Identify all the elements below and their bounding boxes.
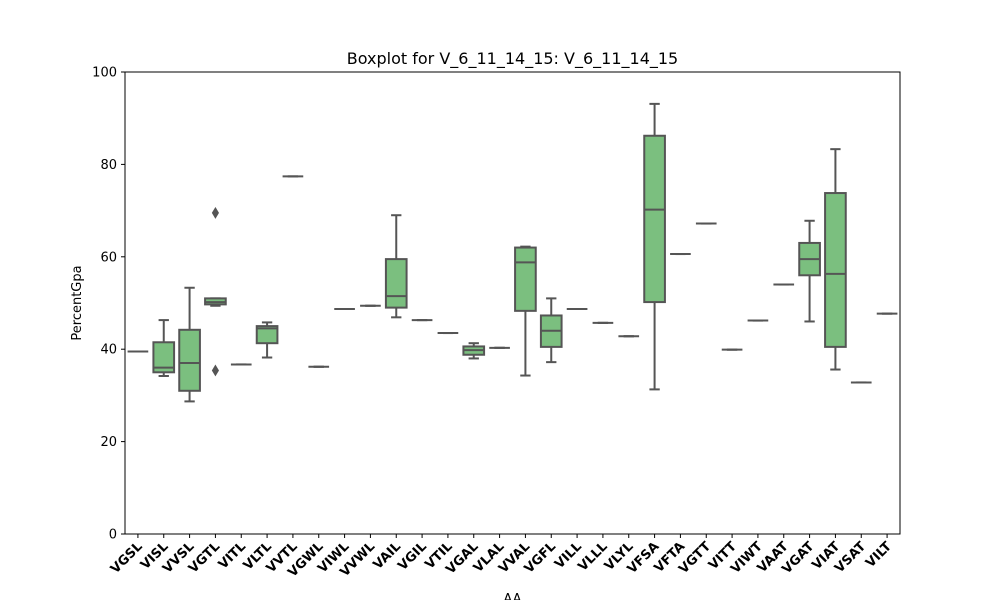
- box-iqr: [152, 341, 176, 374]
- box-vfsa: [643, 102, 666, 391]
- box-viat: [824, 148, 847, 371]
- box-iqr: [384, 258, 408, 309]
- x-tick-label: VGSL: [108, 539, 146, 577]
- y-tick-label: 80: [100, 158, 117, 173]
- y-tick-label: 20: [100, 435, 117, 450]
- box-vail: [384, 214, 408, 319]
- x-tick-label: VGIL: [395, 539, 430, 574]
- y-tick-label: 100: [92, 66, 117, 81]
- outlier-point: [211, 364, 219, 377]
- y-axis-title: PercentGpa: [70, 265, 85, 340]
- y-tick-label: 0: [109, 528, 117, 543]
- box-vltl: [255, 321, 279, 359]
- box-iqr: [643, 134, 666, 304]
- box-iqr: [178, 328, 201, 392]
- box-vgal: [462, 342, 486, 360]
- box-vgat: [798, 219, 821, 323]
- y-tick-label: 60: [100, 250, 117, 265]
- box-visl: [152, 319, 176, 377]
- x-axis-title: AA: [503, 592, 521, 600]
- box-vgfl: [539, 297, 563, 364]
- box-vvsl: [178, 286, 201, 403]
- box-iqr: [255, 325, 279, 345]
- x-tick-label: VILT: [863, 539, 895, 571]
- x-axis: VGSLVISLVVSLVGTLVITLVLTLVVTLVGWLVIWLVVWL…: [108, 534, 895, 580]
- plot-area: [127, 102, 898, 403]
- plot-frame: [124, 71, 901, 535]
- y-tick-label: 40: [100, 343, 117, 358]
- chart-title: Boxplot for V_6_11_14_15: V_6_11_14_15: [347, 49, 678, 69]
- x-tick-label: VLLL: [575, 539, 610, 574]
- box-iqr: [514, 246, 537, 312]
- box-iqr: [824, 192, 847, 348]
- box-vgtl: [204, 206, 227, 377]
- box-vval: [514, 245, 537, 377]
- outlier-point: [211, 206, 219, 219]
- y-axis: 0 20 40 60 80 100: [92, 66, 125, 543]
